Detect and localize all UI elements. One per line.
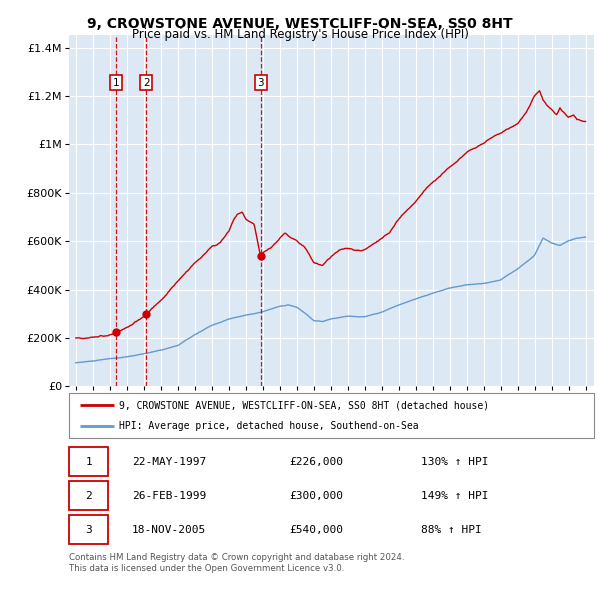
Text: £540,000: £540,000 [290,525,343,535]
Text: 88% ↑ HPI: 88% ↑ HPI [421,525,482,535]
Text: 3: 3 [85,525,92,535]
Text: 9, CROWSTONE AVENUE, WESTCLIFF-ON-SEA, SS0 8HT: 9, CROWSTONE AVENUE, WESTCLIFF-ON-SEA, S… [87,17,513,31]
Text: 2: 2 [85,491,92,500]
Text: £226,000: £226,000 [290,457,343,467]
Text: £300,000: £300,000 [290,491,343,500]
Text: 22-MAY-1997: 22-MAY-1997 [132,457,206,467]
Text: HPI: Average price, detached house, Southend-on-Sea: HPI: Average price, detached house, Sout… [119,421,419,431]
Text: 2: 2 [143,78,150,88]
Text: 149% ↑ HPI: 149% ↑ HPI [421,491,488,500]
Text: 130% ↑ HPI: 130% ↑ HPI [421,457,488,467]
Text: 1: 1 [113,78,119,88]
Bar [69,514,109,545]
Text: 1: 1 [85,457,92,467]
Text: 9, CROWSTONE AVENUE, WESTCLIFF-ON-SEA, SS0 8HT (detached house): 9, CROWSTONE AVENUE, WESTCLIFF-ON-SEA, S… [119,400,489,410]
Text: Price paid vs. HM Land Registry's House Price Index (HPI): Price paid vs. HM Land Registry's House … [131,28,469,41]
Bar [69,447,109,477]
Text: 18-NOV-2005: 18-NOV-2005 [132,525,206,535]
Text: Contains HM Land Registry data © Crown copyright and database right 2024.
This d: Contains HM Land Registry data © Crown c… [69,553,404,573]
Bar [69,481,109,510]
Text: 3: 3 [257,78,264,88]
Text: 26-FEB-1999: 26-FEB-1999 [132,491,206,500]
